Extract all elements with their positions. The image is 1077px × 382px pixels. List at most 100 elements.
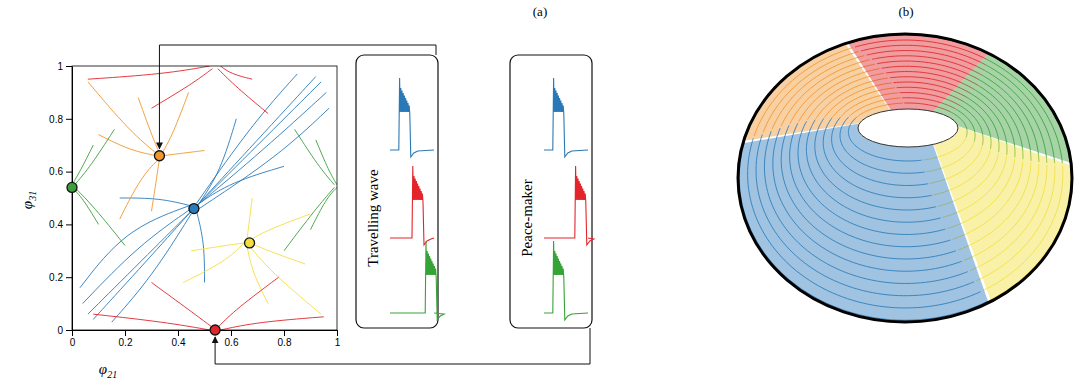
y-tick: 0 — [57, 325, 72, 336]
torus-streamline — [764, 131, 967, 283]
trajectory — [88, 211, 191, 314]
trajectory — [162, 150, 204, 155]
trajectory — [199, 119, 236, 203]
trajectory — [120, 158, 160, 219]
trajectory — [112, 214, 192, 322]
torus-streamline — [763, 52, 858, 133]
trajectory — [199, 108, 329, 208]
torus-streamline — [872, 56, 983, 76]
trajectory — [220, 66, 252, 79]
x-tick-label: 0.4 — [172, 337, 186, 348]
y-tick-label: 0.6 — [49, 166, 63, 177]
torus-streamline — [748, 138, 981, 308]
x-tick-mark — [72, 330, 73, 336]
y-tick-mark — [66, 172, 72, 173]
torus-streamline — [983, 166, 1063, 291]
trajectory — [88, 66, 210, 79]
trajectory — [250, 243, 306, 264]
fixed-point — [245, 238, 255, 248]
torus-streamline — [867, 51, 985, 71]
trajectory — [93, 314, 210, 330]
x-tick: 0.4 — [172, 330, 186, 348]
torus-streamline — [773, 128, 962, 271]
trajectory — [88, 82, 160, 156]
voltage-trace — [544, 78, 588, 157]
torus-streamline — [756, 135, 974, 296]
fixed-point — [210, 325, 220, 335]
trajectory — [247, 243, 321, 314]
trajectory — [152, 158, 160, 211]
fixed-points — [67, 151, 255, 335]
x-tick-label: 0 — [70, 337, 76, 348]
y-tick: 0.8 — [49, 114, 72, 125]
trajectory — [72, 145, 93, 185]
fixed-point — [189, 204, 199, 214]
y-tick: 0.2 — [49, 272, 72, 283]
y-tick-label: 0 — [57, 325, 63, 336]
y-tick-mark — [66, 224, 72, 225]
x-tick-label: 1 — [335, 337, 341, 348]
voltage-trace — [544, 166, 594, 245]
trajectory — [183, 243, 244, 283]
torus — [738, 34, 1072, 322]
trajectory — [197, 82, 322, 206]
torus-streamline — [739, 143, 987, 321]
x-axis-label: φ21 — [99, 361, 117, 380]
voltage-trace — [390, 166, 434, 245]
inset-label: Travelling wave — [365, 169, 381, 267]
x-axis: 0 0.2 0.4 0.6 0.8 1 — [70, 330, 341, 348]
trajectory — [295, 129, 335, 184]
y-tick-label: 0.4 — [49, 219, 63, 230]
torus-region — [738, 123, 989, 322]
torus-streamline — [772, 56, 864, 130]
trajectory — [75, 129, 115, 184]
y-tick-label: 0.8 — [49, 114, 63, 125]
torus-hole — [858, 109, 958, 147]
trajectory — [83, 209, 192, 304]
torus-streamline — [976, 165, 1055, 280]
y-tick-mark — [66, 66, 72, 67]
torus-outline — [738, 34, 1072, 322]
trajectory — [220, 317, 323, 330]
x-tick-mark — [231, 330, 232, 336]
trajectory — [316, 140, 337, 185]
voltage-trace — [390, 78, 434, 157]
trajectory — [72, 187, 99, 224]
torus-streamline — [861, 45, 986, 65]
trajectory — [191, 243, 244, 251]
fixed-point — [67, 182, 77, 192]
voltage-trace — [544, 241, 588, 320]
x-axis-line — [73, 330, 338, 331]
y-tick-label: 0.2 — [49, 272, 63, 283]
panel-label: (b) — [898, 4, 913, 19]
trajectory — [247, 246, 268, 304]
y-tick: 0.6 — [49, 166, 72, 177]
y-tick: 0.4 — [49, 219, 72, 230]
plot-area — [72, 66, 337, 330]
fixed-point — [154, 151, 164, 161]
y-axis-line — [72, 67, 73, 331]
voltage-trace — [390, 241, 444, 320]
x-tick-label: 0.8 — [278, 337, 292, 348]
y-tick-mark — [66, 119, 72, 120]
x-tick-label: 0.2 — [119, 337, 133, 348]
x-tick: 0.8 — [278, 330, 292, 348]
y-axis: 00.20.40.60.81 — [49, 61, 72, 336]
y-tick-mark — [66, 277, 72, 278]
plot-frame — [72, 66, 337, 330]
trajectory — [284, 187, 334, 250]
x-tick: 0.2 — [119, 330, 133, 348]
x-tick-mark — [125, 330, 126, 336]
torus-streamline — [754, 48, 852, 136]
trajectory — [162, 92, 189, 153]
torus-streamline — [790, 64, 875, 124]
x-tick-mark — [284, 330, 285, 336]
y-axis-label: φ31 — [19, 191, 38, 209]
trajectory — [218, 277, 279, 327]
torus-streamline — [964, 164, 1039, 261]
x-tick: 0.6 — [225, 330, 239, 348]
x-tick-mark — [178, 330, 179, 336]
trajectory — [93, 211, 191, 319]
torus-streamline — [877, 61, 980, 80]
x-tick-mark — [337, 330, 338, 336]
